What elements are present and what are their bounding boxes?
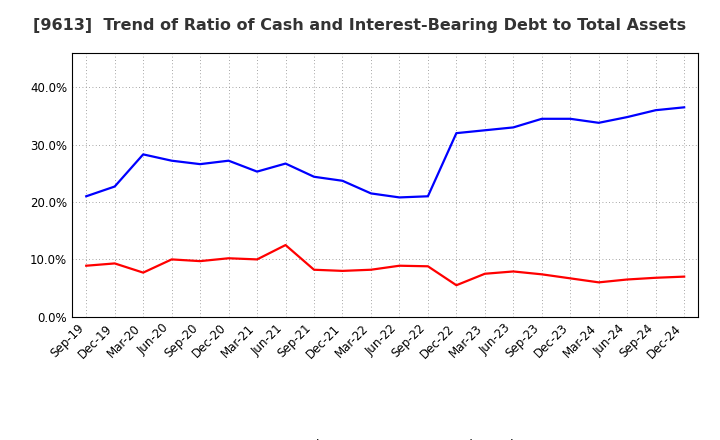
Cash: [366, 267, 375, 272]
Interest-Bearing Debt: [537, 116, 546, 121]
Cash: [509, 269, 518, 274]
Interest-Bearing Debt: [225, 158, 233, 163]
Cash: [595, 280, 603, 285]
Line: Cash: Cash: [86, 245, 684, 285]
Cash: [395, 263, 404, 268]
Interest-Bearing Debt: [509, 125, 518, 130]
Interest-Bearing Debt: [680, 105, 688, 110]
Line: Interest-Bearing Debt: Interest-Bearing Debt: [86, 107, 684, 198]
Cash: [139, 270, 148, 275]
Interest-Bearing Debt: [566, 116, 575, 121]
Cash: [167, 257, 176, 262]
Interest-Bearing Debt: [480, 128, 489, 133]
Cash: [566, 276, 575, 281]
Cash: [225, 256, 233, 261]
Interest-Bearing Debt: [395, 195, 404, 200]
Interest-Bearing Debt: [82, 194, 91, 199]
Interest-Bearing Debt: [595, 120, 603, 125]
Cash: [282, 242, 290, 248]
Cash: [680, 274, 688, 279]
Interest-Bearing Debt: [452, 131, 461, 136]
Interest-Bearing Debt: [167, 158, 176, 163]
Text: [9613]  Trend of Ratio of Cash and Interest-Bearing Debt to Total Assets: [9613] Trend of Ratio of Cash and Intere…: [33, 18, 687, 33]
Cash: [423, 264, 432, 269]
Interest-Bearing Debt: [282, 161, 290, 166]
Interest-Bearing Debt: [253, 169, 261, 174]
Interest-Bearing Debt: [338, 178, 347, 183]
Legend: Cash, Interest-Bearing Debt: Cash, Interest-Bearing Debt: [243, 434, 528, 440]
Cash: [253, 257, 261, 262]
Cash: [196, 258, 204, 264]
Cash: [452, 282, 461, 288]
Interest-Bearing Debt: [652, 107, 660, 113]
Interest-Bearing Debt: [196, 161, 204, 167]
Cash: [480, 271, 489, 276]
Interest-Bearing Debt: [310, 174, 318, 180]
Interest-Bearing Debt: [623, 114, 631, 120]
Cash: [338, 268, 347, 274]
Cash: [652, 275, 660, 280]
Cash: [310, 267, 318, 272]
Interest-Bearing Debt: [423, 194, 432, 199]
Cash: [82, 263, 91, 268]
Interest-Bearing Debt: [366, 191, 375, 196]
Cash: [623, 277, 631, 282]
Cash: [537, 271, 546, 277]
Interest-Bearing Debt: [110, 184, 119, 189]
Cash: [110, 261, 119, 266]
Interest-Bearing Debt: [139, 152, 148, 157]
